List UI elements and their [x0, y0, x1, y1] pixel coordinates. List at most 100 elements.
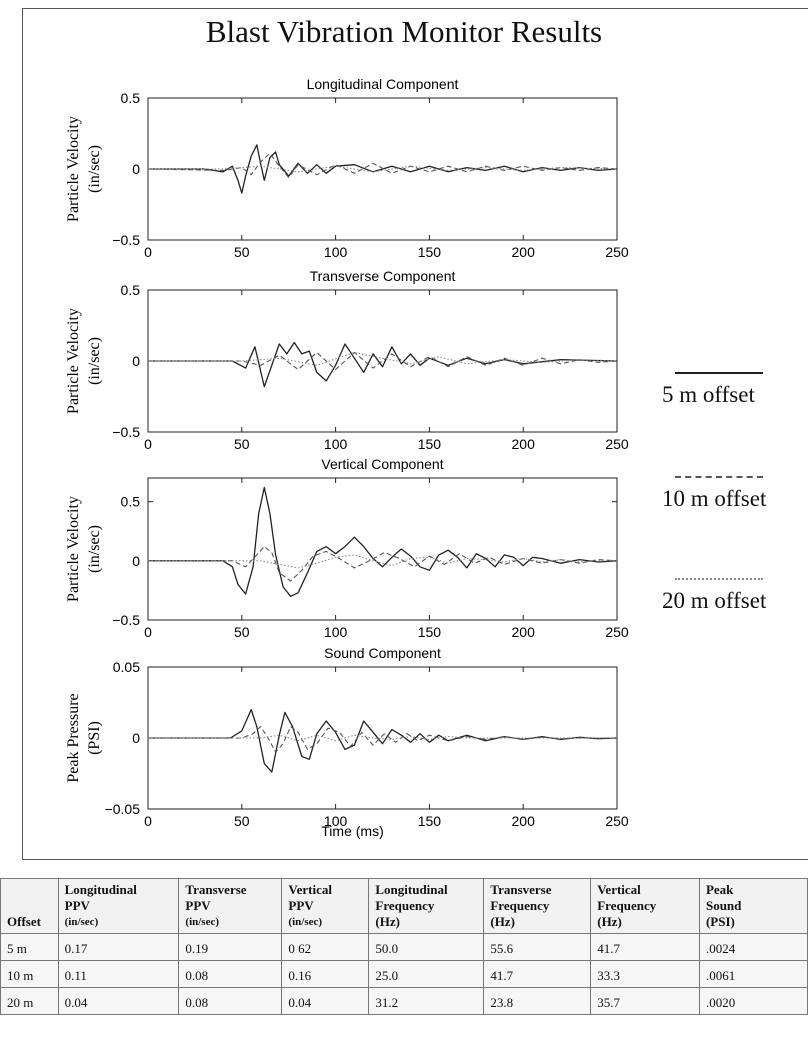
x-tick-label: 200 [512, 813, 536, 829]
x-tick-label: 100 [324, 436, 348, 452]
legend-line-dashed [675, 476, 763, 478]
header-line: Vertical [288, 882, 332, 897]
table-cell: 0.04 [281, 987, 370, 1015]
series-line-5-m-offset [148, 341, 618, 388]
table-row: 10 m 0.11 0.08 0.16 25.0 41.7 33.3.0061 [0, 960, 808, 988]
header-line: Peak [705, 882, 734, 897]
table-header-cell: Vertical Frequency (Hz) [590, 878, 700, 934]
figure-title: Blast Vibration Monitor Results [205, 14, 603, 49]
table-header-cell: Longitudinal Frequency (Hz) [368, 878, 485, 934]
table-cell: 0.17 [57, 933, 180, 961]
header-line: Longitudinal [375, 882, 448, 897]
y-tick-label: 0 [132, 161, 140, 177]
table-header-cell: Longitudinal PPV (in/sec) [57, 878, 180, 934]
table-body: 5 m 0.17 0.19 0 62 50.0 55.6 41.7.0024 10 m 0.11… [0, 933, 808, 1015]
x-axis-label: Time (ms) [321, 823, 383, 839]
x-tick-label: 50 [234, 244, 250, 260]
header-line: PPV [64, 898, 90, 913]
table-cell: 20 m [0, 987, 59, 1015]
table-cell: 0.16 [281, 960, 370, 988]
table-cell: 31.2 [368, 987, 485, 1015]
header-line: PPV [185, 898, 211, 913]
x-tick-label: 150 [418, 624, 442, 640]
y-axis-label: (PSI) [86, 721, 103, 755]
y-axis-label: Particle Velocity [65, 308, 82, 414]
y-tick-label: −0.5 [112, 612, 140, 628]
x-tick-label: 250 [605, 244, 629, 260]
y-axis-label: Particle Velocity [65, 116, 82, 222]
x-tick-label: 50 [234, 624, 250, 640]
series-line-5-m-offset [148, 144, 618, 194]
header-line: Sound [705, 898, 742, 913]
x-tick-label: 150 [418, 244, 442, 260]
component-plots: Longitudinal Component 0 50 100 150 200 250 0.5… [65, 76, 629, 839]
x-tick-label: 50 [234, 813, 250, 829]
table-header-cell: Transverse Frequency (Hz) [483, 878, 592, 934]
results-table: Offset Longitudinal PPV (in/sec) Transverse P… [0, 878, 808, 1015]
y-tick-label: 0.5 [121, 494, 141, 510]
x-tick-label: 0 [144, 244, 152, 260]
series-line-10-m-offset [148, 546, 618, 582]
legend-label: 20 m offset [662, 588, 767, 613]
table-cell: 0.19 [178, 933, 283, 961]
x-tick-label: 100 [324, 813, 348, 829]
y-axis-label: Particle Velocity [65, 496, 82, 602]
table-header-cell: Vertical PPV (in/sec) [281, 878, 370, 934]
series-line-20-m-offset [148, 351, 618, 366]
table-cell: 23.8 [483, 987, 592, 1015]
x-tick-label: 250 [605, 813, 629, 829]
legend-line-dotted [675, 578, 763, 580]
legend-label: 10 m offset [662, 486, 767, 511]
y-tick-label: −0.05 [105, 801, 141, 817]
table-cell: 41.7 [483, 960, 592, 988]
plot-axes-box [147, 477, 618, 621]
header-line: (Hz) [375, 914, 400, 929]
y-axis-label: (in/sec) [86, 145, 103, 193]
x-tick-label: 150 [418, 813, 442, 829]
header-line: Transverse [490, 882, 552, 897]
x-tick-label: 150 [418, 436, 442, 452]
table-cell: .0020 [698, 987, 808, 1015]
y-tick-label: 0.05 [113, 659, 140, 675]
table-cell: 0.08 [178, 960, 283, 988]
header-line [7, 882, 52, 898]
header-line: Frequency [490, 898, 550, 913]
x-tick-label: 50 [234, 436, 250, 452]
header-line: Longitudinal [64, 882, 137, 897]
table-header-cell: Offset [0, 878, 59, 934]
series-line-20-m-offset [148, 165, 618, 173]
plot-title: Sound Component [324, 645, 441, 661]
x-tick-label: 200 [512, 244, 536, 260]
x-tick-label: 0 [144, 813, 152, 829]
figure-frame [22, 8, 808, 860]
series-line-10-m-offset [147, 152, 618, 179]
y-tick-label: −0.5 [112, 232, 140, 248]
plot-title: Vertical Component [321, 456, 443, 472]
series-line-5-m-offset [148, 708, 618, 773]
header-line [7, 898, 52, 914]
header-line: (Hz) [490, 914, 515, 929]
x-tick-label: 0 [144, 624, 152, 640]
series-line-20-m-offset [148, 734, 617, 742]
header-unit: (in/sec) [288, 916, 323, 928]
table-header-cell: Peak Sound (PSI) [698, 878, 808, 934]
y-tick-label: 0 [132, 353, 140, 369]
plot-title: Longitudinal Component [307, 76, 459, 92]
table-header-cell: Transverse PPV (in/sec) [178, 878, 283, 934]
y-axis-label: Peak Pressure [65, 693, 82, 782]
table-row: 5 m 0.17 0.19 0 62 50.0 55.6 41.7.0024 [0, 933, 808, 961]
x-tick-label: 200 [512, 624, 536, 640]
x-tick-label: 250 [605, 436, 629, 452]
header-unit: (in/sec) [185, 916, 220, 928]
series-line-10-m-offset [148, 351, 618, 371]
header-line: PPV [288, 898, 314, 913]
y-axis-label: (in/sec) [86, 337, 103, 385]
table-cell: 41.7 [590, 933, 700, 961]
y-axis-label: (in/sec) [86, 525, 103, 573]
series-line-5-m-offset [148, 486, 618, 597]
table-row: 20 m 0.04 0.08 0.04 31.2 23.8 35.7.0020 [0, 987, 808, 1015]
table-cell: 0.11 [57, 960, 180, 988]
header-line: (Hz) [597, 914, 622, 929]
y-tick-label: 0.5 [121, 282, 141, 298]
header-line: Vertical [597, 882, 641, 897]
